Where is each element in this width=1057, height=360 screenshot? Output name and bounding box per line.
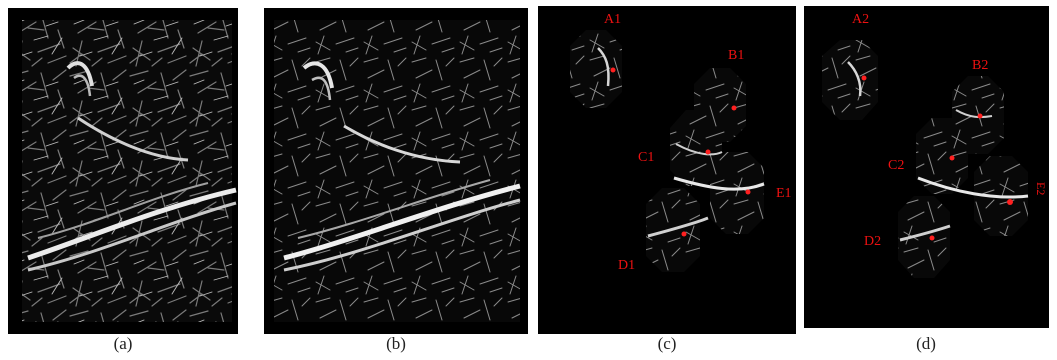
- patch-a2: [822, 40, 878, 120]
- caption-b: (b): [386, 334, 406, 353]
- patch-overlay-c: [570, 30, 765, 272]
- marker-a2: [861, 75, 867, 81]
- patch-d2: [898, 196, 950, 278]
- marker-a1: [610, 67, 616, 73]
- panel-a-image: [8, 8, 238, 334]
- label-a2: A2: [852, 12, 870, 27]
- marker-c1: [705, 149, 711, 155]
- panel-b-image: [264, 8, 528, 334]
- panel-c-image: A1 B1 C1 E1 D1: [538, 6, 796, 334]
- patch-overlay-d: [822, 40, 1029, 278]
- patch-c2: [916, 118, 968, 194]
- marker-c2: [949, 155, 955, 161]
- label-e2: E2: [1034, 182, 1048, 196]
- caption-a: (a): [113, 334, 133, 353]
- label-d2: D2: [864, 234, 882, 249]
- patch-a1: [570, 30, 622, 108]
- label-e1: E1: [776, 186, 792, 201]
- marker-e1: [745, 189, 751, 195]
- patch-c1: [670, 110, 722, 186]
- label-c2: C2: [888, 158, 905, 173]
- marker-d1: [681, 231, 687, 237]
- fiber-image-a: [22, 20, 237, 322]
- caption-c: (c): [657, 334, 677, 353]
- marker-b2: [977, 113, 983, 119]
- marker-d2: [929, 235, 935, 241]
- fiber-image-b: [274, 20, 521, 322]
- label-c1: C1: [638, 150, 655, 165]
- patch-e1: [710, 152, 764, 234]
- panel-d-image: A2 B2 C2 E2 D2: [804, 6, 1049, 328]
- label-a1: A1: [604, 12, 622, 27]
- label-d1: D1: [618, 258, 636, 273]
- marker-e2: [1007, 199, 1013, 205]
- label-b2: B2: [972, 58, 989, 73]
- marker-b1: [731, 105, 737, 111]
- label-b1: B1: [728, 48, 745, 63]
- caption-d: (d): [916, 334, 936, 353]
